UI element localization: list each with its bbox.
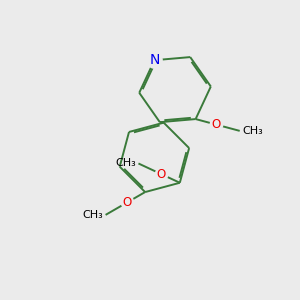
- Text: O: O: [157, 168, 166, 181]
- Text: O: O: [211, 118, 220, 131]
- Text: N: N: [149, 53, 160, 67]
- Text: CH₃: CH₃: [82, 210, 103, 220]
- Text: O: O: [123, 196, 132, 209]
- Text: CH₃: CH₃: [242, 126, 263, 136]
- Text: CH₃: CH₃: [115, 158, 136, 169]
